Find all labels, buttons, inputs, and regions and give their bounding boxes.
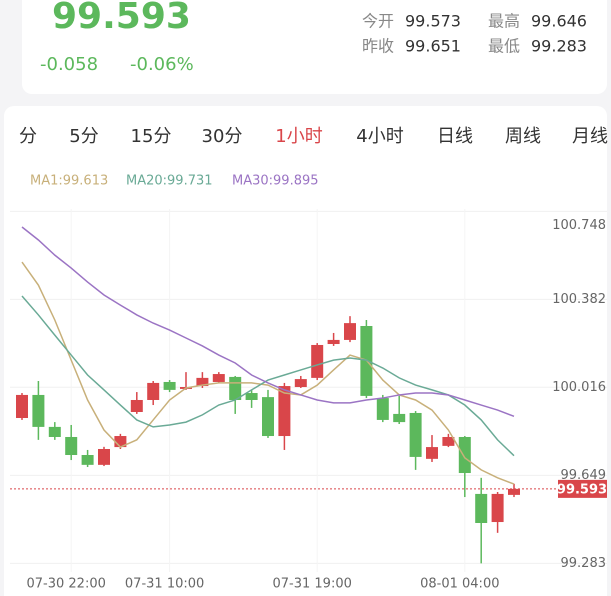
candle-body <box>81 455 94 465</box>
candle-body <box>376 398 389 420</box>
y-tick-label: 99.283 <box>561 556 607 571</box>
x-tick-label: 07-31 10:00 <box>125 577 204 592</box>
last-price-tag <box>558 479 607 498</box>
quote-card <box>22 0 607 94</box>
stat-value: 99.651 <box>405 37 461 56</box>
candle-body <box>245 393 258 400</box>
candle-body <box>114 436 127 448</box>
candle-body <box>426 447 438 459</box>
stat-value: 99.283 <box>531 37 587 56</box>
candle-body <box>48 426 61 437</box>
y-tick-label: 100.748 <box>552 218 606 233</box>
candle-body <box>16 394 28 419</box>
candle-body <box>130 399 143 413</box>
x-tick-label: 07-30 22:00 <box>27 577 106 592</box>
candle-body <box>196 377 209 387</box>
y-tick-label: 100.016 <box>552 380 606 395</box>
candle-body <box>147 382 160 400</box>
price: 99.593 <box>52 0 191 37</box>
legend-entry: MA1:99.613 <box>30 174 108 189</box>
tab[interactable]: 30分 <box>202 126 243 147</box>
chart-card <box>4 106 607 596</box>
candle-body <box>98 448 110 465</box>
candle-body <box>311 344 324 378</box>
x-tick-label: 08-01 04:00 <box>420 577 499 592</box>
candle-body <box>65 436 78 456</box>
tab[interactable]: 周线 <box>505 126 541 147</box>
candle-body <box>294 379 307 388</box>
candle-body <box>262 397 274 437</box>
stat-value: 99.646 <box>531 12 587 31</box>
ma-line <box>21 261 515 485</box>
candle-body <box>442 436 455 446</box>
legend-entry: MA20:99.731 <box>126 174 213 189</box>
stat-label: 今开 <box>362 12 394 31</box>
candle-body <box>475 493 488 523</box>
tab[interactable]: 15分 <box>131 126 172 147</box>
tab[interactable]: 月线 <box>572 126 608 147</box>
change: -0.058 <box>40 54 98 75</box>
candle-body <box>344 323 356 340</box>
candle-body <box>327 339 340 345</box>
tab[interactable]: 分 <box>19 126 37 147</box>
stat-label: 昨收 <box>362 37 394 56</box>
y-tick-label: 100.382 <box>552 292 606 307</box>
ma-line <box>21 226 515 418</box>
candle-body <box>278 386 291 437</box>
stat-label: 最低 <box>488 37 520 56</box>
candle-body <box>458 436 471 474</box>
ma-line <box>21 295 515 457</box>
candle-body <box>409 412 422 457</box>
stat-value: 99.573 <box>405 12 461 31</box>
last-price-label: 99.593 <box>557 482 607 497</box>
tab[interactable]: 日线 <box>437 126 473 147</box>
x-tick-label: 07-31 19:00 <box>273 577 352 592</box>
candle-body <box>212 374 225 382</box>
stat-label: 最高 <box>488 12 520 31</box>
y-tick-label: 99.649 <box>561 468 607 483</box>
tab[interactable]: 1小时 <box>275 126 322 147</box>
candle-body <box>163 381 176 390</box>
candle-body <box>32 394 45 427</box>
legend-entry: MA30:99.895 <box>232 174 319 189</box>
candle-body <box>508 488 520 495</box>
candle-body <box>393 413 406 423</box>
change-pct: -0.06% <box>130 54 194 75</box>
tab[interactable]: 4小时 <box>356 126 403 147</box>
candle-body <box>491 493 504 523</box>
tab[interactable]: 5分 <box>69 126 98 147</box>
